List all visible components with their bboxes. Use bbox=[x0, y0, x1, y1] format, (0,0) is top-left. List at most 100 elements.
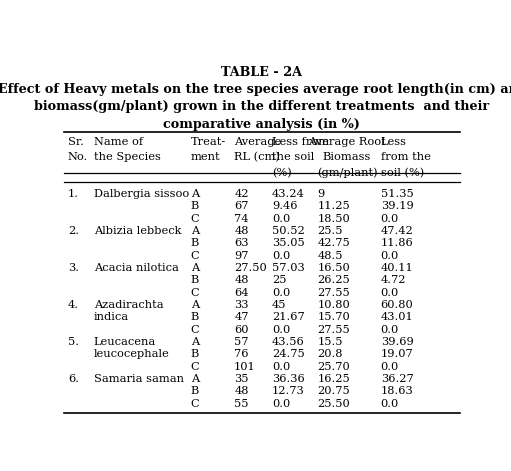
Text: 27.55: 27.55 bbox=[317, 325, 350, 334]
Text: C: C bbox=[191, 213, 199, 224]
Text: 4.: 4. bbox=[68, 300, 79, 310]
Text: Less from: Less from bbox=[272, 137, 329, 147]
Text: 57: 57 bbox=[234, 337, 249, 347]
Text: 2.: 2. bbox=[68, 226, 79, 236]
Text: 10.80: 10.80 bbox=[317, 300, 350, 310]
Text: 18.50: 18.50 bbox=[317, 213, 350, 224]
Text: 25.5: 25.5 bbox=[317, 226, 343, 236]
Text: A: A bbox=[191, 189, 199, 199]
Text: the Species: the Species bbox=[94, 152, 160, 162]
Text: 39.19: 39.19 bbox=[381, 201, 413, 211]
Text: 0.0: 0.0 bbox=[272, 325, 290, 334]
Text: 47.42: 47.42 bbox=[381, 226, 413, 236]
Text: Average: Average bbox=[234, 137, 282, 147]
Text: Biomass: Biomass bbox=[323, 152, 371, 162]
Text: 1.: 1. bbox=[68, 189, 79, 199]
Text: Name of: Name of bbox=[94, 137, 143, 147]
Text: TABLE - 2A: TABLE - 2A bbox=[221, 65, 303, 79]
Text: B: B bbox=[191, 349, 199, 359]
Text: 39.69: 39.69 bbox=[381, 337, 413, 347]
Text: 0.0: 0.0 bbox=[272, 398, 290, 408]
Text: 12.73: 12.73 bbox=[272, 386, 305, 396]
Text: Samaria saman: Samaria saman bbox=[94, 374, 183, 384]
Text: 60.80: 60.80 bbox=[381, 300, 413, 310]
Text: the soil: the soil bbox=[272, 152, 314, 162]
Text: Leucacena: Leucacena bbox=[94, 337, 156, 347]
Text: 27.50: 27.50 bbox=[234, 263, 267, 273]
Text: (%): (%) bbox=[272, 168, 292, 178]
Text: 0.0: 0.0 bbox=[381, 398, 399, 408]
Text: B: B bbox=[191, 201, 199, 211]
Text: Azadirachta: Azadirachta bbox=[94, 300, 163, 310]
Text: 15.70: 15.70 bbox=[317, 312, 350, 322]
Text: 35.05: 35.05 bbox=[272, 238, 305, 248]
Text: 19.07: 19.07 bbox=[381, 349, 413, 359]
Text: 48: 48 bbox=[234, 275, 249, 285]
Text: 0.0: 0.0 bbox=[272, 362, 290, 372]
Text: 60: 60 bbox=[234, 325, 249, 334]
Text: 48: 48 bbox=[234, 386, 249, 396]
Text: 35: 35 bbox=[234, 374, 249, 384]
Text: No.: No. bbox=[68, 152, 88, 162]
Text: 50.52: 50.52 bbox=[272, 226, 305, 236]
Text: 33: 33 bbox=[234, 300, 249, 310]
Text: 25.50: 25.50 bbox=[317, 398, 350, 408]
Text: C: C bbox=[191, 287, 199, 298]
Text: 15.5: 15.5 bbox=[317, 337, 343, 347]
Text: B: B bbox=[191, 275, 199, 285]
Text: 36.36: 36.36 bbox=[272, 374, 305, 384]
Text: 16.25: 16.25 bbox=[317, 374, 350, 384]
Text: 16.50: 16.50 bbox=[317, 263, 350, 273]
Text: 0.0: 0.0 bbox=[381, 251, 399, 260]
Text: 5.: 5. bbox=[68, 337, 79, 347]
Text: B: B bbox=[191, 386, 199, 396]
Text: Sr.: Sr. bbox=[68, 137, 84, 147]
Text: 0.0: 0.0 bbox=[381, 213, 399, 224]
Text: Effect of Heavy metals on the tree species average root length(in cm) and: Effect of Heavy metals on the tree speci… bbox=[0, 83, 511, 96]
Text: 0.0: 0.0 bbox=[381, 362, 399, 372]
Text: 47: 47 bbox=[234, 312, 249, 322]
Text: Dalbergia sissoo: Dalbergia sissoo bbox=[94, 189, 189, 199]
Text: A: A bbox=[191, 337, 199, 347]
Text: 45: 45 bbox=[272, 300, 286, 310]
Text: Less: Less bbox=[381, 137, 407, 147]
Text: 43.24: 43.24 bbox=[272, 189, 305, 199]
Text: from the: from the bbox=[381, 152, 431, 162]
Text: 21.67: 21.67 bbox=[272, 312, 305, 322]
Text: A: A bbox=[191, 374, 199, 384]
Text: 11.86: 11.86 bbox=[381, 238, 413, 248]
Text: 43.56: 43.56 bbox=[272, 337, 305, 347]
Text: (gm/plant): (gm/plant) bbox=[317, 168, 377, 178]
Text: 6.: 6. bbox=[68, 374, 79, 384]
Text: C: C bbox=[191, 325, 199, 334]
Text: 26.25: 26.25 bbox=[317, 275, 350, 285]
Text: 25.70: 25.70 bbox=[317, 362, 350, 372]
Text: 3.: 3. bbox=[68, 263, 79, 273]
Text: 101: 101 bbox=[234, 362, 256, 372]
Text: 27.55: 27.55 bbox=[317, 287, 350, 298]
Text: 0.0: 0.0 bbox=[272, 213, 290, 224]
Text: C: C bbox=[191, 362, 199, 372]
Text: 55: 55 bbox=[234, 398, 249, 408]
Text: 51.35: 51.35 bbox=[381, 189, 413, 199]
Text: 0.0: 0.0 bbox=[272, 287, 290, 298]
Text: 18.63: 18.63 bbox=[381, 386, 413, 396]
Text: comparative analysis (in %): comparative analysis (in %) bbox=[164, 118, 360, 131]
Text: A: A bbox=[191, 300, 199, 310]
Text: Acacia nilotica: Acacia nilotica bbox=[94, 263, 178, 273]
Text: 9: 9 bbox=[317, 189, 324, 199]
Text: 57.03: 57.03 bbox=[272, 263, 305, 273]
Text: 0.0: 0.0 bbox=[272, 251, 290, 260]
Text: RL (cm): RL (cm) bbox=[234, 152, 280, 162]
Text: 40.11: 40.11 bbox=[381, 263, 413, 273]
Text: ment: ment bbox=[191, 152, 220, 162]
Text: B: B bbox=[191, 312, 199, 322]
Text: 20.8: 20.8 bbox=[317, 349, 343, 359]
Text: 0.0: 0.0 bbox=[381, 325, 399, 334]
Text: 74: 74 bbox=[234, 213, 249, 224]
Text: soil (%): soil (%) bbox=[381, 168, 424, 178]
Text: B: B bbox=[191, 238, 199, 248]
Text: 20.75: 20.75 bbox=[317, 386, 350, 396]
Text: 76: 76 bbox=[234, 349, 249, 359]
Text: 43.01: 43.01 bbox=[381, 312, 413, 322]
